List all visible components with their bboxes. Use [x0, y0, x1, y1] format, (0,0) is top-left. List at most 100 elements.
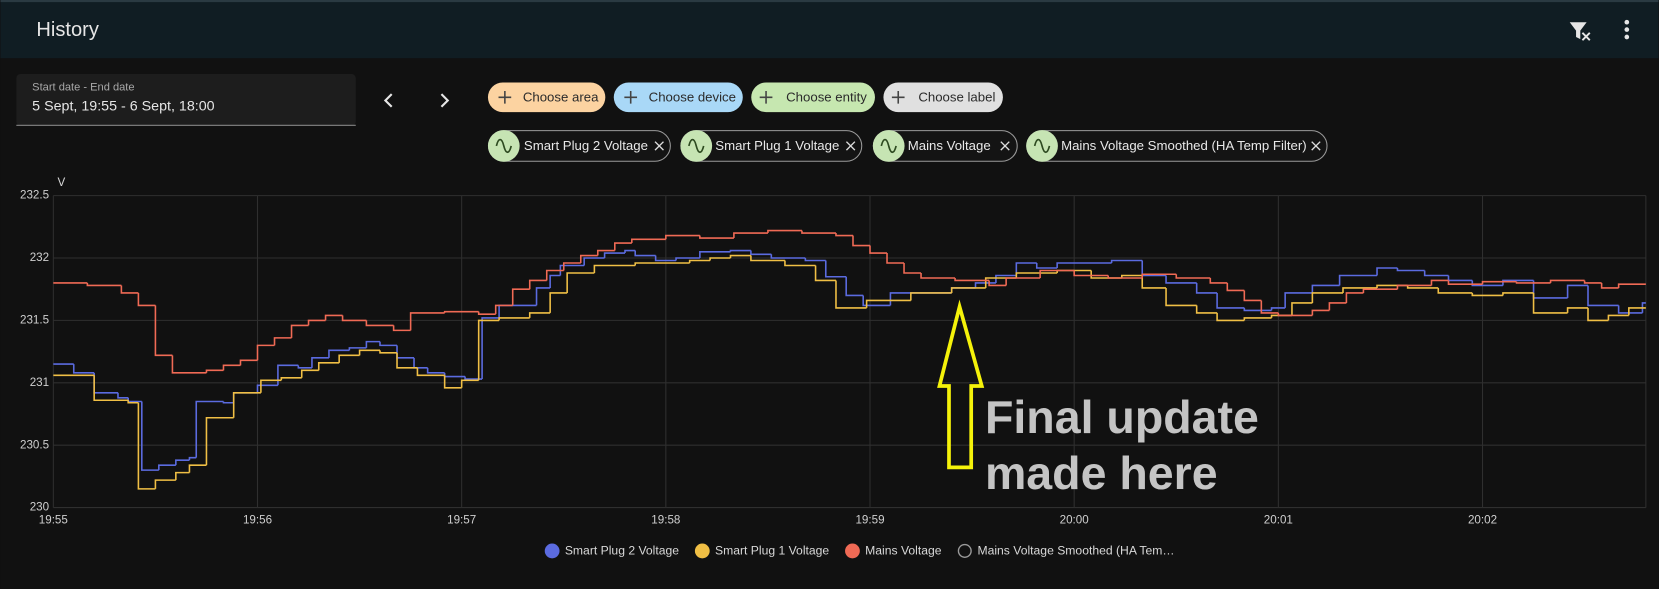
step-segment	[1121, 274, 1143, 278]
step-segment	[1311, 292, 1343, 303]
remove-icon[interactable]	[1000, 141, 1010, 151]
remove-icon[interactable]	[654, 141, 664, 151]
step-segment	[869, 245, 888, 254]
step-segment	[154, 479, 176, 489]
step-segment	[1396, 284, 1432, 290]
entity-chip[interactable]: Mains Voltage Smoothed (HA Temp Filter)	[1026, 130, 1328, 162]
step-segment	[1073, 270, 1109, 277]
step-segment	[733, 232, 768, 239]
filter-chip[interactable]: Choose label	[883, 82, 1003, 113]
legend-item[interactable]: Smart Plug 1 Voltage	[694, 543, 830, 559]
step-segment	[256, 384, 278, 393]
step-segment	[699, 250, 731, 259]
step-segment	[1243, 290, 1262, 302]
step-segment	[348, 347, 367, 351]
step-segment	[1587, 307, 1609, 322]
menu-dot	[1624, 19, 1630, 25]
step-segment	[1617, 283, 1646, 288]
step-segment	[1056, 262, 1112, 269]
entity-chip[interactable]: Mains Voltage	[872, 130, 1018, 162]
step-segment	[1532, 292, 1568, 314]
step-segment	[317, 362, 340, 371]
step-segment	[311, 357, 329, 368]
step-segment	[1641, 302, 1646, 313]
step-segment	[614, 242, 632, 251]
legend-label: Mains Voltage	[865, 544, 942, 558]
step-segment	[910, 292, 952, 301]
step-segment	[280, 377, 302, 381]
step-segment	[117, 392, 129, 399]
step-segment	[379, 350, 398, 354]
step-segment	[1617, 305, 1643, 314]
more-menu-button[interactable]	[1624, 19, 1630, 40]
clear-filter-button[interactable]	[1569, 22, 1591, 41]
step-segment	[426, 367, 445, 374]
step-segment	[1107, 275, 1143, 279]
filter-icon	[1569, 22, 1587, 40]
remove-icon[interactable]	[1311, 141, 1321, 151]
step-segment	[328, 349, 350, 358]
chip-background	[487, 82, 606, 113]
step-segment	[528, 312, 551, 318]
x-tick-label: 19:59	[855, 513, 884, 526]
sine-icon	[1033, 138, 1051, 154]
step-segment	[443, 375, 462, 389]
step-segment	[528, 279, 547, 290]
legend-item[interactable]: Mains Voltage Smoothed (HA Tem…	[957, 544, 1175, 558]
filter-chip[interactable]: Choose device	[613, 82, 743, 113]
step-segment	[137, 402, 156, 490]
filter-chip[interactable]: Choose entity	[751, 82, 875, 113]
y-tick-label: 230	[30, 501, 50, 514]
step-segment	[545, 269, 564, 281]
step-segment	[770, 254, 806, 259]
legend-label: Smart Plug 1 Voltage	[715, 544, 829, 558]
next-button[interactable]	[440, 93, 450, 108]
step-segment	[379, 341, 398, 347]
step-segment	[634, 262, 690, 266]
y-axis-unit: V	[58, 176, 66, 189]
step-segment	[158, 464, 176, 471]
step-segment	[920, 272, 956, 279]
sine-icon	[495, 138, 513, 154]
x-tick-label: 19:56	[243, 513, 272, 526]
plus-icon	[759, 90, 773, 104]
step-segment	[1430, 279, 1449, 286]
step-segment	[603, 252, 626, 259]
remove-icon[interactable]	[845, 141, 856, 151]
step-segment	[1447, 280, 1483, 286]
step-segment	[750, 250, 772, 256]
entity-chip[interactable]: Smart Plug 1 Voltage	[680, 130, 863, 162]
legend: Smart Plug 2 Voltage Smart Plug 1 Voltage…	[544, 543, 1175, 559]
step-segment	[1515, 281, 1551, 284]
step-segment	[477, 311, 496, 315]
previous-button[interactable]	[383, 93, 393, 108]
step-segment	[862, 295, 891, 307]
date-picker[interactable]: Start date - End date 5 Sept, 19:55 - 6 …	[16, 74, 356, 126]
step-segment	[1039, 269, 1075, 278]
step-segment	[1437, 287, 1473, 294]
step-segment	[137, 292, 156, 307]
legend-item[interactable]: Mains Voltage	[845, 543, 942, 559]
x-tick-label: 20:00	[1060, 513, 1090, 526]
step-segment	[886, 253, 905, 264]
step-segment	[297, 365, 312, 369]
step-segment	[583, 257, 605, 266]
legend-item[interactable]: Smart Plug 2 Voltage	[544, 543, 680, 559]
entity-chip[interactable]: Smart Plug 2 Voltage	[487, 130, 671, 162]
step-segment	[300, 369, 319, 378]
step-segment	[903, 263, 922, 274]
step-segment	[804, 258, 826, 262]
step-segment	[1035, 263, 1058, 269]
step-segment	[1291, 302, 1313, 316]
filter-chip[interactable]: Choose area	[487, 82, 606, 113]
chip-label: Mains Voltage	[908, 138, 991, 153]
step-segment	[559, 264, 585, 276]
step-segment	[175, 459, 190, 466]
step-segment	[665, 234, 700, 240]
annotation-arrow	[937, 299, 985, 470]
filter-x-icon	[1581, 32, 1591, 41]
step-segment	[852, 235, 871, 247]
step-segment	[222, 364, 241, 371]
x-tick-label: 19:55	[39, 513, 68, 526]
step-segment	[1423, 270, 1449, 277]
